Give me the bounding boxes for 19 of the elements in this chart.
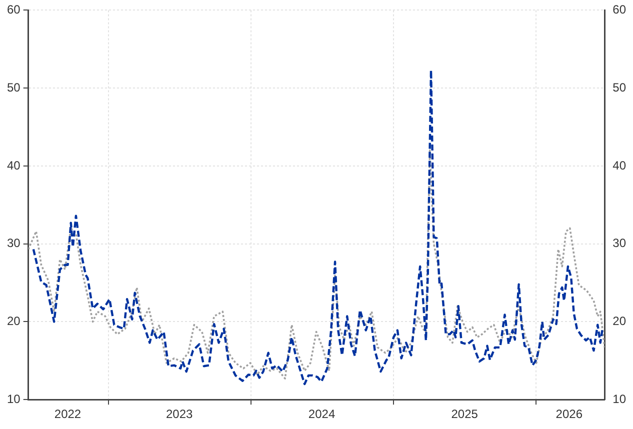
y-tick-label: 10 bbox=[6, 392, 21, 406]
y-tick-label: 60 bbox=[6, 2, 21, 17]
y-tick-label: 30 bbox=[6, 236, 21, 250]
x-tick-label: 2024 bbox=[308, 407, 336, 422]
y-tick-label: 50 bbox=[6, 80, 21, 94]
y2-tick-label: 10 bbox=[612, 392, 626, 406]
x-tick-label: 2026 bbox=[556, 407, 583, 422]
y2-tick-label: 60 bbox=[612, 2, 626, 17]
y-tick-label: 20 bbox=[6, 314, 21, 328]
y2-tick-label: 30 bbox=[612, 236, 626, 250]
x-tick-label: 2023 bbox=[166, 407, 194, 422]
line-series bbox=[28, 149, 605, 380]
x-tick-label: 2025 bbox=[451, 407, 478, 422]
x-tick-label: 2022 bbox=[54, 407, 82, 422]
y-tick-label: 40 bbox=[6, 158, 21, 172]
line-series bbox=[32, 69, 604, 386]
y2-tick-label: 40 bbox=[612, 158, 626, 172]
y2-tick-label: 20 bbox=[612, 314, 626, 328]
y2-tick-label: 50 bbox=[612, 80, 626, 94]
